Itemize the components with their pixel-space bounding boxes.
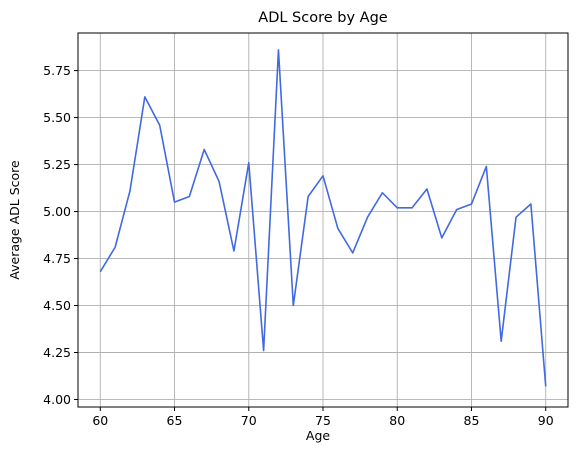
x-axis-label: Age bbox=[306, 428, 330, 443]
y-tick-label: 5.50 bbox=[43, 110, 71, 125]
y-tick-label: 5.25 bbox=[43, 157, 71, 172]
x-tick-label: 60 bbox=[92, 413, 108, 428]
series-line bbox=[99, 49, 547, 387]
y-tick-label: 4.50 bbox=[43, 298, 71, 313]
x-tick-label: 85 bbox=[464, 413, 480, 428]
x-tick-label: 75 bbox=[315, 413, 331, 428]
x-tick-label: 70 bbox=[241, 413, 257, 428]
y-tick-label: 4.00 bbox=[43, 392, 71, 407]
chart-title: ADL Score by Age bbox=[258, 10, 388, 26]
x-tick-label: 65 bbox=[167, 413, 183, 428]
ticks-layer: 60 65 70 75 80 85 90 4.00 4.25 4.50 4.75 5.00 5.25 5.… bbox=[43, 63, 554, 428]
y-axis-label: Average ADL Score bbox=[7, 160, 22, 280]
y-tick-label: 5.75 bbox=[43, 63, 71, 78]
grid-layer bbox=[78, 33, 568, 407]
y-tick-label: 4.75 bbox=[43, 251, 71, 266]
y-tick-label: 4.25 bbox=[43, 345, 71, 360]
y-tick-label: 5.00 bbox=[43, 204, 71, 219]
series-layer bbox=[99, 49, 547, 387]
x-tick-label: 90 bbox=[538, 413, 554, 428]
x-tick-label: 80 bbox=[389, 413, 405, 428]
